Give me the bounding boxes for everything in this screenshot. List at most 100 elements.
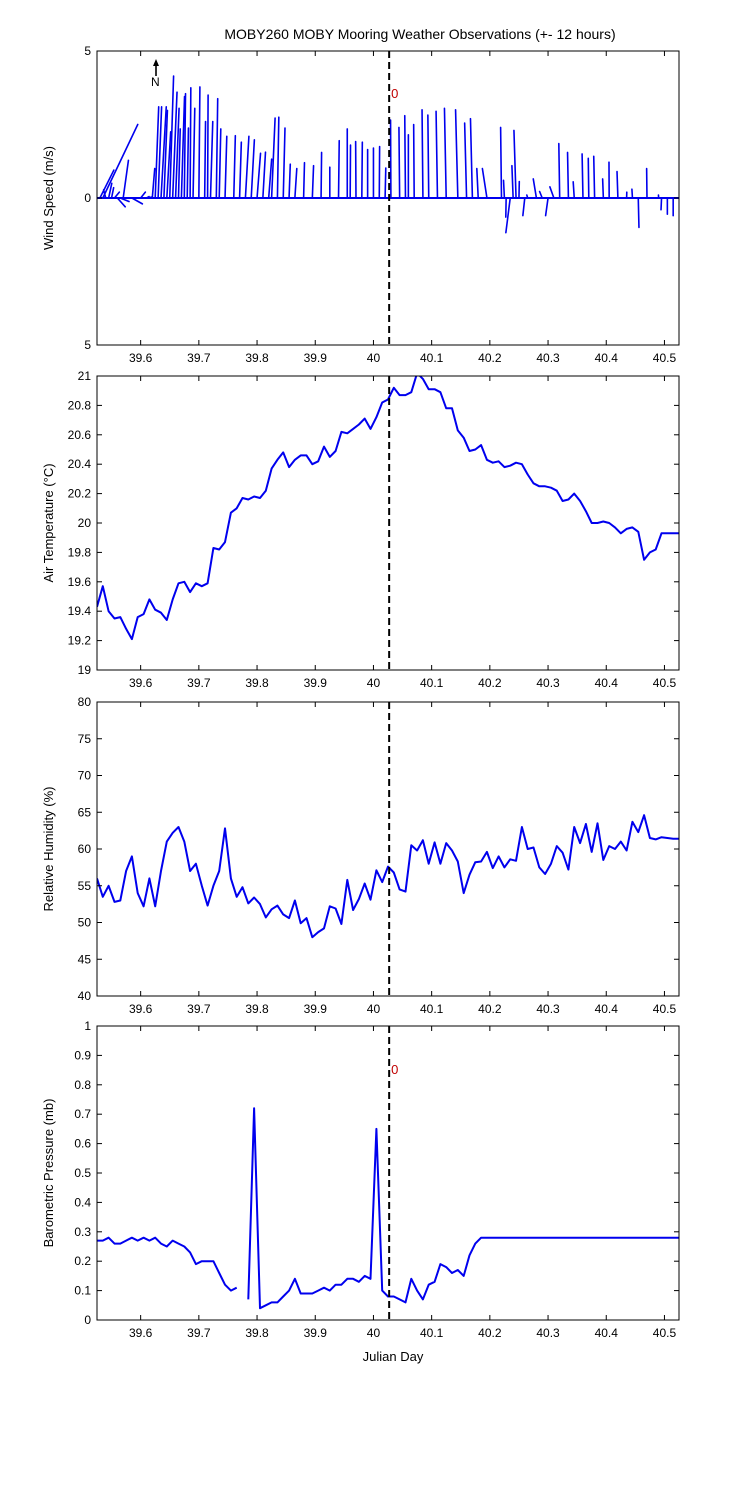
y-tick-label-wind-1: 0 bbox=[84, 191, 91, 205]
wind-stick-94 bbox=[601, 178, 605, 199]
wind-stick-72 bbox=[469, 117, 474, 199]
y-tick-label-rh-6: 70 bbox=[78, 769, 92, 783]
x-tick-label-baro-9: 40.5 bbox=[653, 1326, 677, 1340]
wind-stick-92 bbox=[587, 157, 590, 199]
y-tick-label-air-10: 21 bbox=[78, 369, 92, 383]
y-axis-label-baro: Barometric Pressure (mb) bbox=[41, 1099, 56, 1248]
wind-stick-43 bbox=[270, 117, 276, 199]
wind-stick-98 bbox=[631, 188, 634, 199]
wind-stick-84 bbox=[532, 178, 538, 199]
wind-stick-10 bbox=[139, 191, 147, 199]
y-tick-label-rh-3: 55 bbox=[78, 879, 92, 893]
wind-stick-73 bbox=[476, 167, 480, 199]
x-tick-label-air-2: 39.8 bbox=[245, 676, 269, 690]
wind-stick-25 bbox=[183, 92, 187, 199]
wind-stick-62 bbox=[398, 126, 401, 199]
y-tick-label-baro-9: 0.9 bbox=[74, 1048, 91, 1062]
wind-stick-41 bbox=[262, 151, 267, 199]
wind-stick-76 bbox=[502, 179, 506, 199]
wind-stick-34 bbox=[218, 128, 222, 199]
y-tick-label-rh-8: 80 bbox=[78, 695, 92, 709]
wind-stick-18 bbox=[163, 109, 169, 199]
wind-stick-42 bbox=[267, 158, 273, 199]
y-axis-label-wind: Wind Speed (m/s) bbox=[41, 146, 56, 250]
y-tick-label-air-4: 19.8 bbox=[68, 545, 92, 559]
wind-stick-32 bbox=[209, 120, 214, 199]
x-tick-label-wind-1: 39.7 bbox=[187, 351, 211, 365]
x-tick-label-rh-5: 40.1 bbox=[420, 1002, 444, 1016]
reference-label-baro: 0 bbox=[391, 1062, 398, 1077]
wind-stick-2 bbox=[102, 188, 107, 199]
x-tick-label-rh-7: 40.3 bbox=[536, 1002, 560, 1016]
wind-stick-63 bbox=[403, 114, 407, 199]
wind-stick-14 bbox=[151, 167, 156, 199]
x-tick-label-air-9: 40.5 bbox=[653, 676, 677, 690]
wind-stick-36 bbox=[232, 134, 237, 199]
wind-stick-75 bbox=[499, 126, 503, 199]
x-tick-label-wind-8: 40.4 bbox=[595, 351, 619, 365]
wind-stick-35 bbox=[224, 135, 228, 199]
x-axis-label: Julian Day bbox=[363, 1349, 424, 1364]
wind-stick-66 bbox=[421, 109, 424, 199]
y-tick-label-air-5: 20 bbox=[78, 516, 92, 530]
wind-stick-87 bbox=[549, 186, 555, 199]
x-tick-label-baro-0: 39.6 bbox=[129, 1326, 153, 1340]
plot-content-rh bbox=[97, 814, 679, 939]
wind-stick-78 bbox=[505, 197, 512, 234]
wind-stick-50 bbox=[320, 151, 323, 199]
y-tick-label-air-7: 20.4 bbox=[68, 457, 92, 471]
wind-stick-7 bbox=[119, 197, 130, 203]
wind-stick-82 bbox=[522, 197, 526, 217]
x-tick-label-rh-1: 39.7 bbox=[187, 1002, 211, 1016]
panel-air: 39.6 39.7 39.8 39.9 40 40.1 40.2 40.3 40.4 40.5 19… bbox=[41, 369, 680, 690]
wind-stick-70 bbox=[454, 109, 459, 199]
x-tick-label-rh-0: 39.6 bbox=[129, 1002, 153, 1016]
y-tick-label-rh-7: 75 bbox=[78, 732, 92, 746]
wind-stick-38 bbox=[244, 135, 250, 199]
reference-label-wind: 0 bbox=[391, 86, 398, 101]
wind-stick-4 bbox=[110, 186, 115, 199]
wind-stick-48 bbox=[302, 161, 306, 199]
wind-stick-74 bbox=[481, 167, 488, 199]
y-tick-label-wind-2: 5 bbox=[84, 44, 91, 58]
wind-stick-80 bbox=[513, 129, 517, 199]
wind-stick-83 bbox=[526, 194, 529, 199]
x-tick-label-air-4: 40 bbox=[367, 676, 381, 690]
wind-stick-89 bbox=[566, 151, 570, 199]
x-tick-label-baro-1: 39.7 bbox=[187, 1326, 211, 1340]
x-tick-label-air-8: 40.4 bbox=[595, 676, 619, 690]
panel-wind: 0 39.6 39.7 39.8 39.9 40 40.1 40.2 40.3 40.4 40.5 5… bbox=[41, 44, 680, 365]
wind-stick-91 bbox=[581, 153, 584, 199]
wind-stick-9 bbox=[131, 197, 144, 205]
wind-stick-67 bbox=[427, 114, 430, 199]
wind-stick-23 bbox=[177, 128, 182, 199]
x-tick-label-rh-9: 40.5 bbox=[653, 1002, 677, 1016]
plot-content-wind bbox=[97, 75, 679, 234]
x-tick-label-baro-4: 40 bbox=[367, 1326, 381, 1340]
x-tick-label-wind-3: 39.9 bbox=[304, 351, 328, 365]
wind-stick-99 bbox=[637, 197, 640, 229]
wind-stick-68 bbox=[435, 110, 439, 199]
plot-area-baro bbox=[97, 1026, 679, 1320]
baro-series-line-1 bbox=[247, 1107, 679, 1310]
wind-stick-5 bbox=[113, 191, 121, 199]
wind-stick-16 bbox=[157, 106, 163, 199]
plot-area-rh bbox=[97, 702, 679, 996]
wind-stick-15 bbox=[154, 106, 160, 199]
wind-stick-60 bbox=[384, 167, 387, 199]
y-tick-label-baro-4: 0.4 bbox=[74, 1195, 91, 1209]
wind-stick-46 bbox=[288, 163, 292, 199]
air-series-line-0 bbox=[97, 376, 679, 641]
wind-stick-3 bbox=[107, 182, 113, 199]
y-tick-label-baro-0: 0 bbox=[84, 1313, 91, 1327]
y-tick-label-rh-0: 40 bbox=[78, 989, 92, 1003]
figure-title: MOBY260 MOBY Mooring Weather Observation… bbox=[224, 26, 615, 42]
y-tick-label-air-1: 19.2 bbox=[68, 634, 92, 648]
y-axis-label-air: Air Temperature (°C) bbox=[41, 463, 56, 582]
wind-stick-29 bbox=[198, 86, 201, 199]
wind-stick-44 bbox=[276, 116, 280, 199]
panels: 0 39.6 39.7 39.8 39.9 40 40.1 40.2 40.3 40.4 40.5 5… bbox=[41, 44, 680, 1340]
x-tick-label-air-6: 40.2 bbox=[478, 676, 502, 690]
wind-stick-0 bbox=[99, 169, 115, 199]
